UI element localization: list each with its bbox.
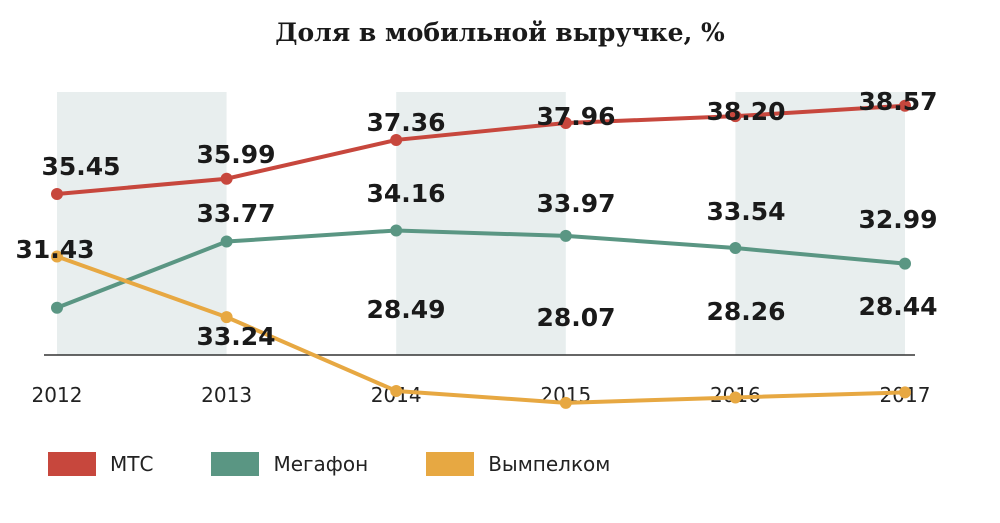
- series-line: [56, 254, 906, 405]
- data-label: 38.57: [858, 87, 937, 116]
- data-label: 37.36: [366, 108, 445, 137]
- data-label: 35.99: [196, 140, 275, 169]
- data-label: 38.20: [706, 97, 785, 126]
- series-points: [51, 99, 911, 409]
- data-point[interactable]: [559, 396, 572, 409]
- legend: МТС Мегафон Вымпелком: [48, 452, 668, 476]
- data-point[interactable]: [220, 172, 233, 185]
- legend-swatch: [48, 452, 96, 476]
- legend-item-vympelcom[interactable]: Вымпелком: [426, 452, 610, 476]
- x-axis: 201220132014201520162017: [32, 354, 930, 407]
- data-point[interactable]: [51, 250, 63, 263]
- data-label: 28.49: [366, 295, 445, 324]
- data-label: 28.44: [858, 292, 937, 321]
- data-point[interactable]: [729, 110, 742, 123]
- x-tick-label: 2012: [32, 383, 83, 407]
- legend-item-mts[interactable]: МТС: [48, 452, 153, 476]
- data-label: 33.54: [706, 197, 785, 226]
- series-lines: [56, 103, 906, 405]
- data-label: 32.99: [858, 205, 937, 234]
- band: [57, 92, 227, 355]
- data-label: 33.24: [196, 322, 275, 351]
- data-point[interactable]: [899, 386, 911, 399]
- data-label: 33.77: [196, 199, 275, 228]
- data-point[interactable]: [220, 311, 233, 324]
- series-line: [56, 103, 906, 196]
- data-point[interactable]: [390, 133, 403, 146]
- data-point[interactable]: [220, 235, 233, 248]
- data-label: 31.43: [15, 235, 94, 264]
- data-point[interactable]: [899, 99, 911, 112]
- band: [735, 92, 905, 355]
- x-tick-label: 2013: [201, 383, 252, 407]
- data-label: 34.16: [366, 179, 445, 208]
- legend-label: МТС: [110, 452, 154, 476]
- data-point[interactable]: [729, 391, 742, 404]
- data-point[interactable]: [729, 242, 742, 255]
- data-labels: 35.45 35.99 37.36 37.96 38.20 38.57 31.43 33.77…: [15, 87, 937, 351]
- data-point[interactable]: [559, 229, 572, 242]
- data-label: 35.45: [41, 152, 120, 181]
- data-point[interactable]: [51, 188, 63, 200]
- legend-swatch: [211, 452, 260, 476]
- legend-item-megafon[interactable]: Мегафон: [211, 452, 368, 476]
- data-label: 28.26: [706, 297, 785, 326]
- data-label: 28.07: [536, 303, 615, 332]
- data-point[interactable]: [390, 224, 403, 237]
- series-line: [56, 228, 906, 310]
- data-point[interactable]: [390, 384, 403, 397]
- legend-label: Мегафон: [273, 452, 369, 476]
- data-label: 37.96: [536, 102, 615, 131]
- data-point[interactable]: [559, 116, 572, 129]
- data-label: 33.97: [536, 189, 615, 218]
- data-point[interactable]: [51, 301, 63, 314]
- legend-swatch: [426, 452, 475, 476]
- legend-label: Вымпелком: [488, 452, 611, 476]
- chart-title: Доля в мобильной выручке, %: [275, 18, 725, 47]
- data-point[interactable]: [899, 257, 911, 270]
